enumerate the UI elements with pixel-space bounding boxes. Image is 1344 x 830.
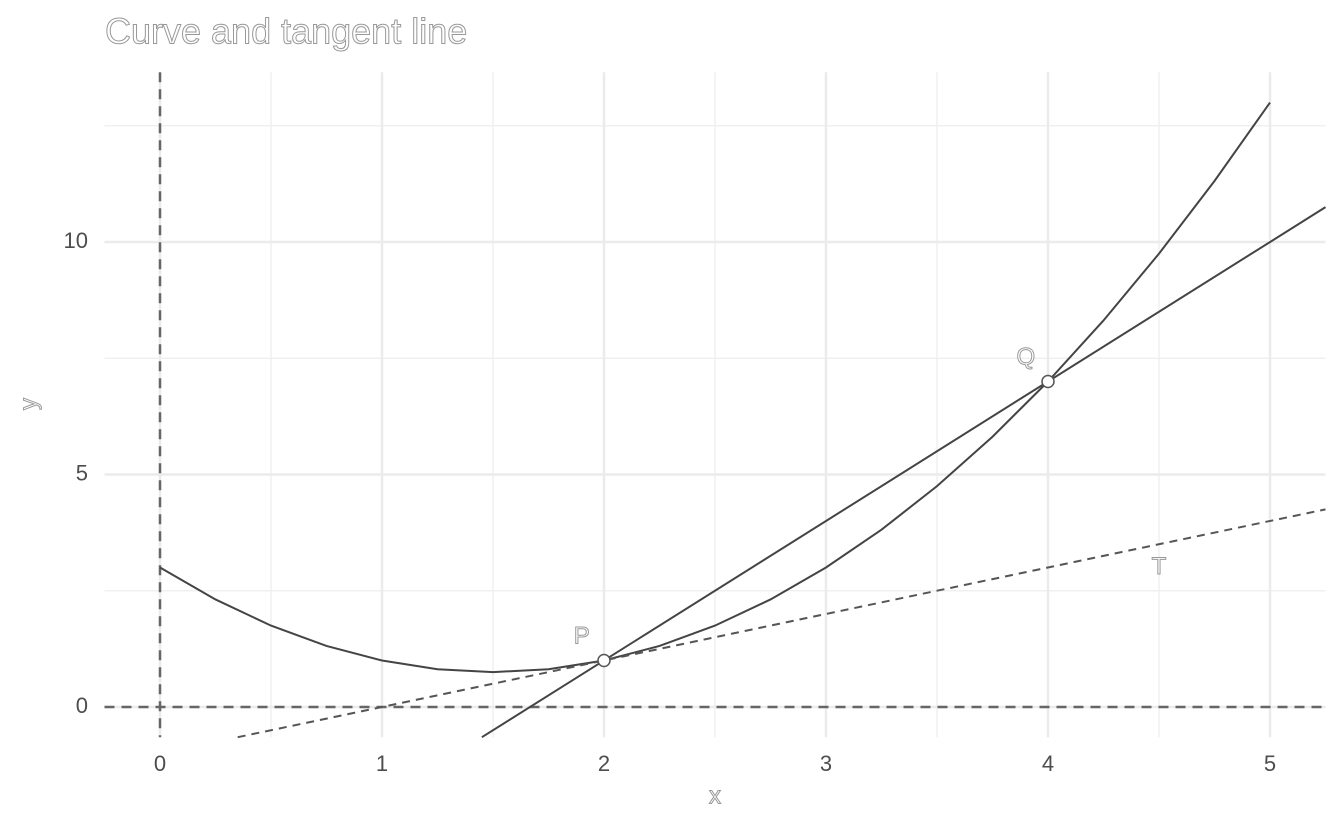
x-tick-label: 5 <box>1264 751 1276 776</box>
annotation: Q <box>1016 344 1035 371</box>
point <box>1041 374 1055 389</box>
y-tick-label: 10 <box>64 228 88 253</box>
chart-title: Curve and tangent line <box>105 11 467 52</box>
series-line <box>237 508 1326 739</box>
x-tick-label: 0 <box>154 751 166 776</box>
series-line <box>481 206 1327 739</box>
annotation: T <box>1152 553 1167 580</box>
y-tick-label: 5 <box>76 460 88 485</box>
series-line <box>159 101 1271 674</box>
annotation: P <box>574 623 590 650</box>
y-tick-label: 0 <box>76 693 88 718</box>
x-tick-label: 4 <box>1042 751 1054 776</box>
x-tick-label: 3 <box>820 751 832 776</box>
x-axis-label: x <box>709 782 721 809</box>
x-tick-label: 2 <box>598 751 610 776</box>
x-tick-label: 1 <box>376 751 388 776</box>
y-axis-label: y <box>15 398 42 410</box>
point <box>597 653 611 668</box>
